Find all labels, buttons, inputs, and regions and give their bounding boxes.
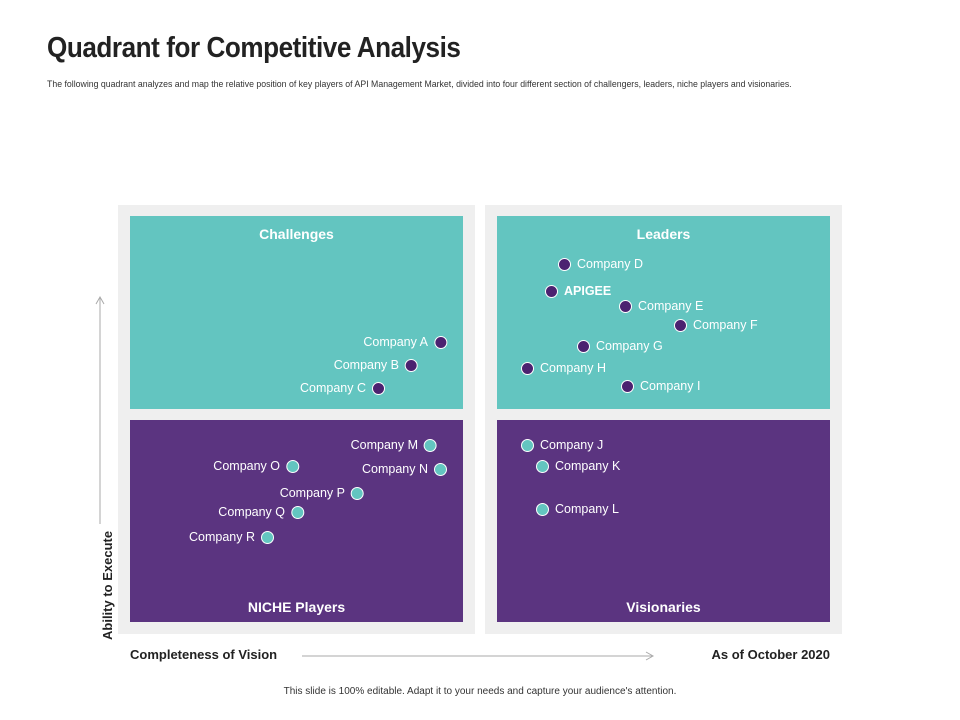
date-label: As of October 2020 [711,647,831,662]
quadrant-title: NICHE Players [247,599,346,615]
dot-icon [619,299,632,313]
dot-icon [286,459,299,473]
company-point[interactable]: Company L [536,502,619,516]
company-label: Company C [300,381,366,395]
company-point[interactable]: APIGEE [545,284,611,298]
company-point[interactable]: Company H [521,361,606,375]
quadrant-niche: NICHE Players [130,420,463,622]
dot-icon [261,530,274,544]
company-point[interactable]: Company M [351,438,437,452]
dot-icon [545,284,558,298]
quadrant-title: Challenges [259,226,334,242]
company-label: Company I [640,379,701,393]
company-label: Company H [540,361,606,375]
company-point[interactable]: Company G [577,339,663,353]
dot-icon [536,502,549,516]
company-point[interactable]: Company R [189,530,274,544]
footer-note: This slide is 100% editable. Adapt it to… [283,686,677,697]
company-point[interactable]: Company K [536,459,620,473]
dot-icon [351,486,364,500]
company-point[interactable]: Company A [363,335,447,349]
quadrant-title: Visionaries [626,599,701,615]
dot-icon [621,379,634,393]
dot-icon [372,381,385,395]
dot-icon [434,335,447,349]
company-point[interactable]: Company Q [218,505,304,519]
company-label: Company O [213,459,280,473]
company-point[interactable]: Company N [362,462,447,476]
dot-icon [521,438,534,452]
x-axis-arrow-icon [302,651,655,661]
company-label: Company P [279,486,345,500]
company-label: Company Q [218,505,285,519]
company-point[interactable]: Company E [619,299,703,313]
quadrant-visionaries: Visionaries [497,420,830,622]
x-axis-label: Completeness of Vision [130,647,278,662]
company-point[interactable]: Company D [558,257,643,271]
quadrant-title: Leaders [636,226,691,242]
quadrant-challengers: Challenges [130,216,463,409]
company-label: Company N [362,462,428,476]
company-label: APIGEE [564,284,612,298]
y-axis-label: Ability to Execute [100,530,115,640]
dot-icon [405,358,418,372]
company-point[interactable]: Company F [674,318,758,332]
company-point[interactable]: Company O [213,459,299,473]
company-label: Company K [555,459,621,473]
company-point[interactable]: Company J [521,438,603,452]
dot-icon [674,318,687,332]
company-point[interactable]: Company P [280,486,364,500]
company-label: Company R [189,530,255,544]
company-point[interactable]: Company C [300,381,385,395]
quadrant-leaders: Leaders [497,216,830,409]
company-label: Company J [540,438,604,452]
company-label: Company G [596,339,663,353]
company-label: Company F [693,318,758,332]
page-subtitle: The following quadrant analyzes and map … [47,79,792,90]
dot-icon [424,438,437,452]
dot-icon [434,462,447,476]
company-label: Company D [577,257,643,271]
dot-icon [577,339,590,353]
company-label: Company E [638,299,704,313]
company-label: Company A [363,335,428,349]
company-point[interactable]: Company B [334,358,418,372]
dot-icon [558,257,571,271]
company-label: Company M [350,438,418,452]
company-label: Company L [555,502,619,516]
dot-icon [521,361,534,375]
company-label: Company B [333,358,399,372]
page-title: Quadrant for Competitive Analysis [47,32,461,64]
dot-icon [536,459,549,473]
y-axis-arrow-icon [95,296,105,524]
company-point[interactable]: Company I [621,379,700,393]
dot-icon [291,505,304,519]
